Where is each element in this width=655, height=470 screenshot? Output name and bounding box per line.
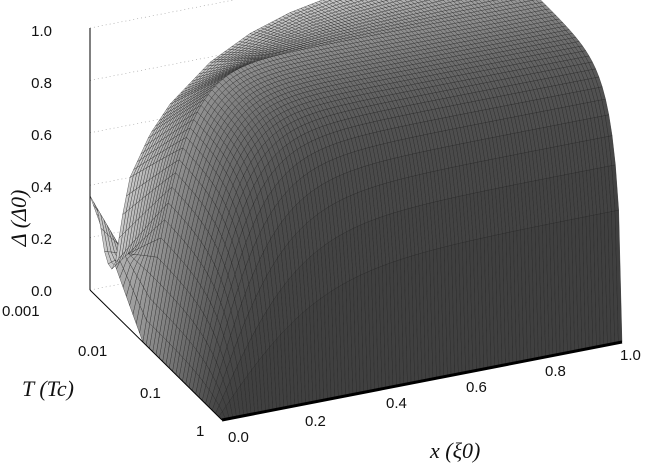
surface-patch: [491, 0, 497, 1]
surface-patch: [456, 0, 462, 1]
z-tick-label: 1.0: [31, 23, 52, 40]
z-tick-label: 0.8: [31, 75, 52, 92]
y-axis-label: T (Tc): [22, 376, 74, 401]
surface-patch: [536, 0, 544, 4]
z-axis-label: Δ (Δ0): [6, 190, 31, 248]
z-tick-label: 0.4: [31, 179, 52, 196]
surface-patch: [474, 0, 479, 1]
y-tick-labels: 0.001 0.01 0.1 1: [2, 303, 204, 440]
x-tick-labels: 0.0 0.2 0.4 0.6 0.8 1.0: [228, 347, 641, 446]
y-axis-line: [89, 289, 223, 421]
x-tick-label: 1.0: [620, 347, 641, 364]
x-axis-line: [221, 340, 623, 422]
surface-patch: [409, 0, 415, 2]
surface-patch: [328, 0, 332, 1]
x-tick-label: 0.8: [545, 363, 566, 380]
axes: [89, 28, 623, 422]
y-tick-label: 0.001: [2, 303, 40, 320]
y-tick-label: 0.01: [78, 343, 107, 360]
z-tick-label: 0.2: [31, 231, 52, 248]
surface-mesh: [89, 0, 623, 421]
surface-patch: [370, 0, 376, 2]
surface-patch: [360, 0, 365, 1]
x-axis-label: x (ξ0): [429, 438, 480, 463]
x-tick-label: 0.2: [305, 413, 326, 430]
z-tick-label: 0.0: [31, 283, 52, 300]
y-tick-label: 0.1: [140, 385, 161, 402]
surface-patch: [509, 0, 515, 1]
z-tick-label: 0.6: [31, 127, 52, 144]
x-tick-label: 0.6: [466, 379, 487, 396]
z-tick-labels: 0.0 0.2 0.4 0.6 0.8 1.0: [31, 23, 52, 300]
x-tick-label: 0.0: [228, 429, 249, 446]
y-tick-label: 1: [196, 423, 204, 440]
surface-patch: [423, 0, 430, 2]
x-tick-label: 0.4: [386, 395, 407, 412]
